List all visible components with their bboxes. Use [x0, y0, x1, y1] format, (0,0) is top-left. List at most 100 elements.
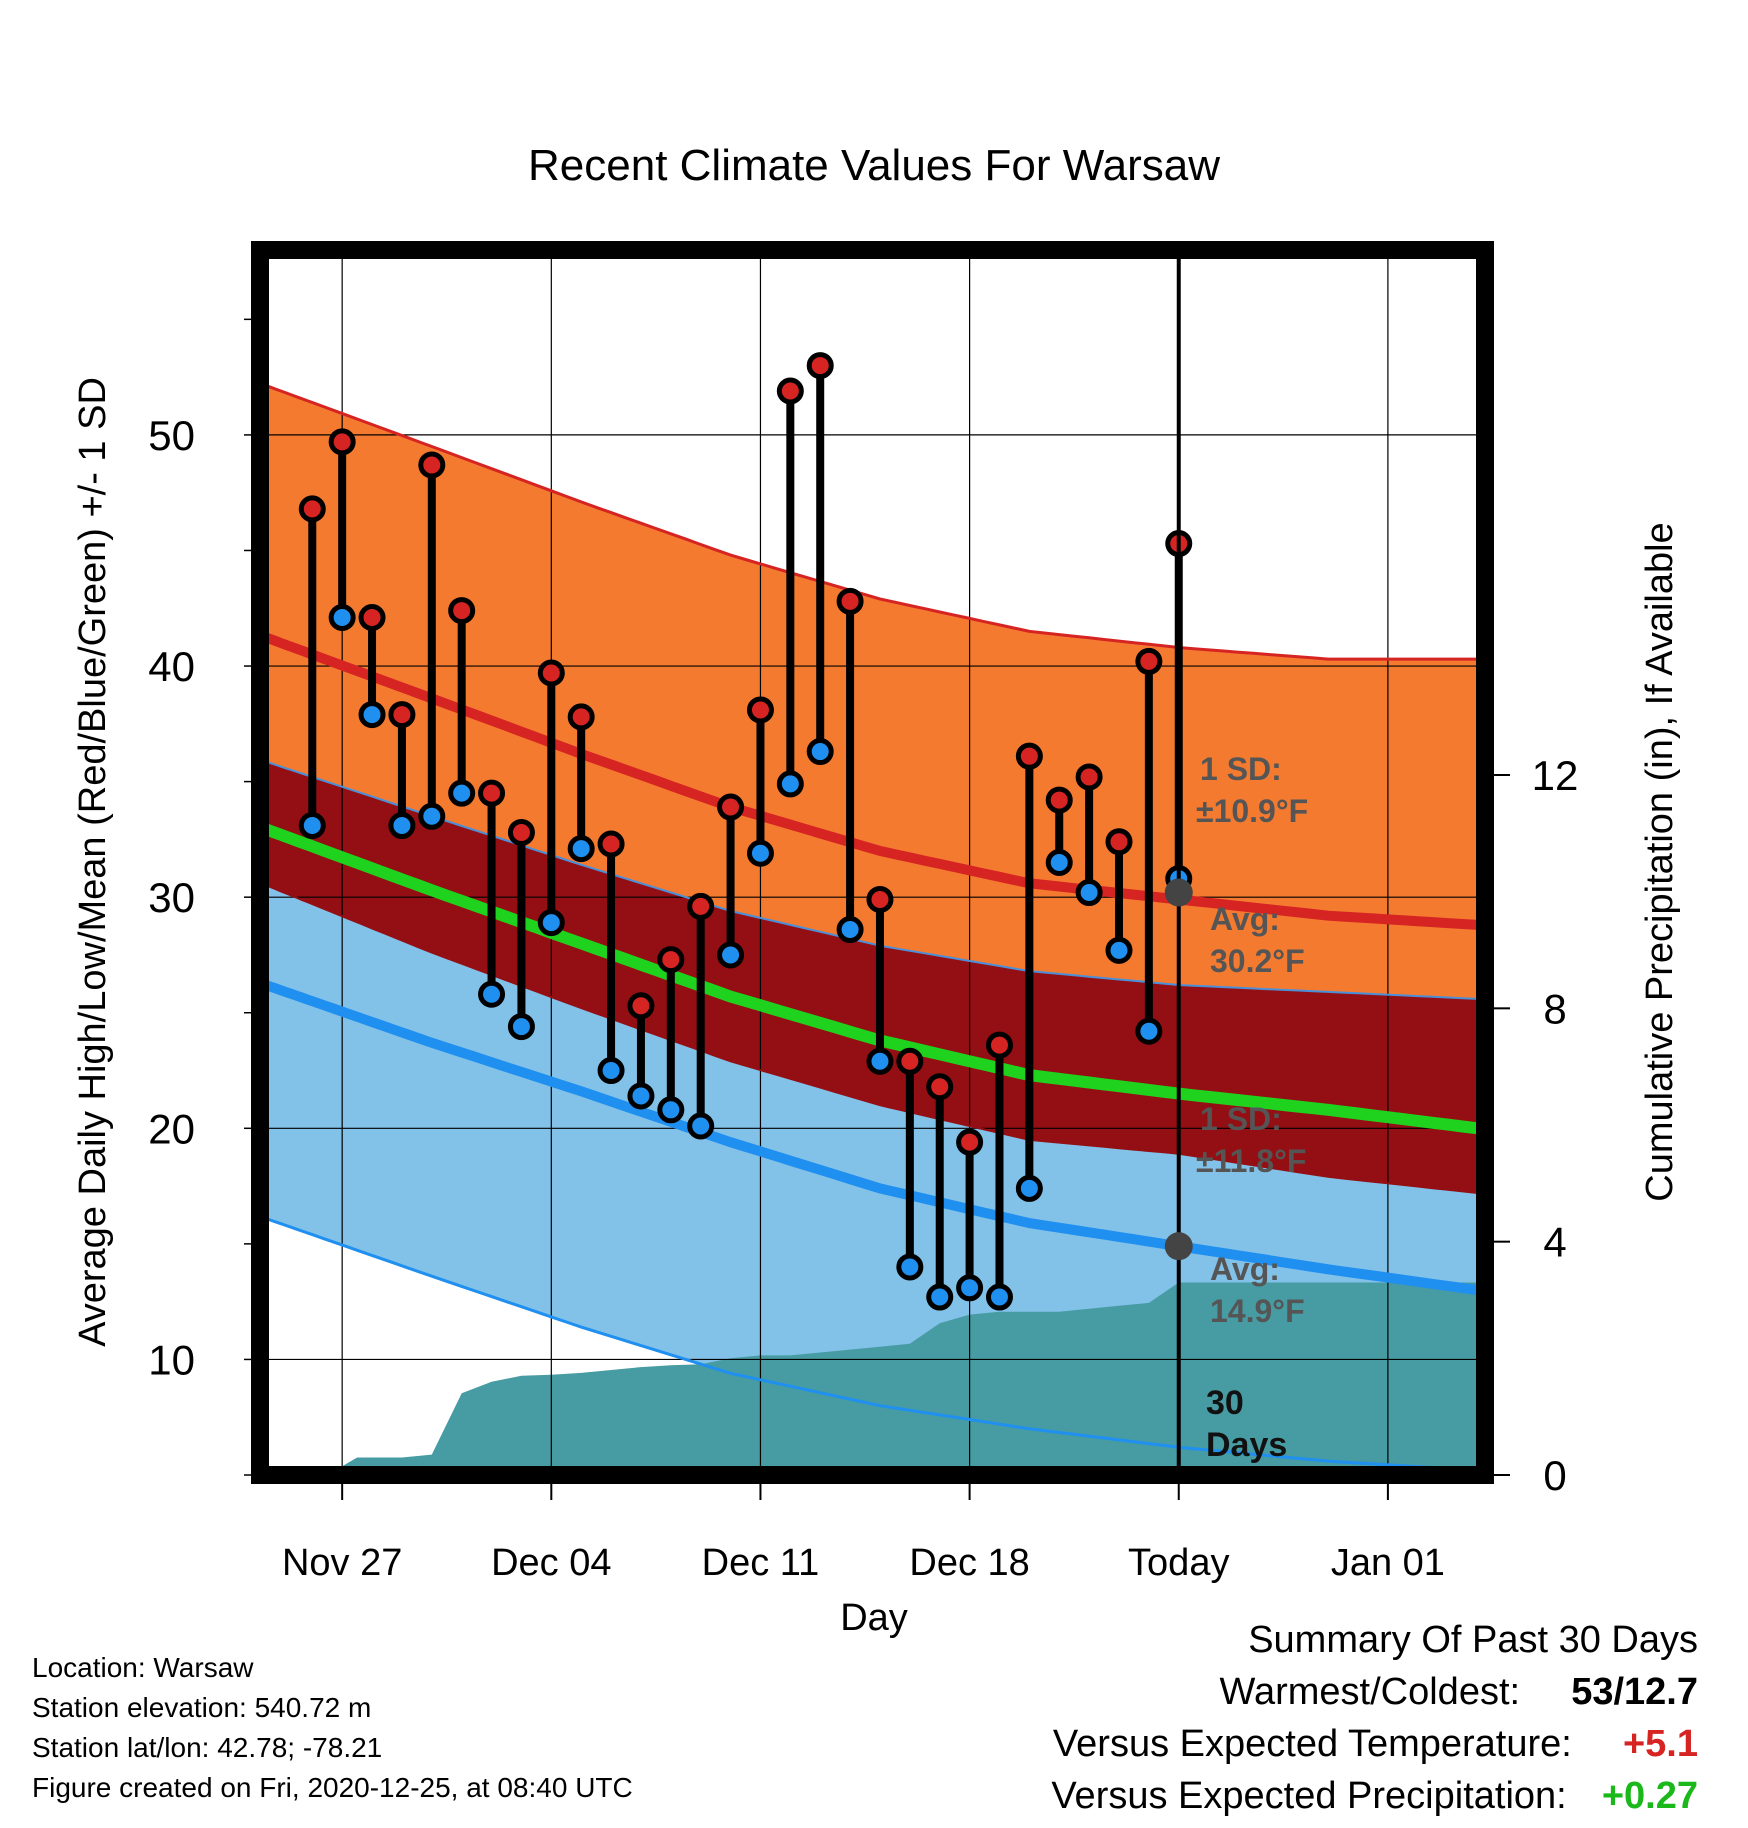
daily-low-dot	[537, 909, 565, 937]
daily-low-dot	[1045, 849, 1073, 876]
y2-axis-label: Cumulative Precipitation (in), If Availa…	[1639, 522, 1681, 1201]
daily-high-dot	[627, 992, 655, 1020]
daily-low-dot	[985, 1283, 1013, 1311]
low-sd-upper-line	[260, 881, 1485, 1195]
y-tick-label: 40	[148, 643, 195, 690]
daily-range-bars	[298, 352, 1193, 1311]
daily-high-dot	[717, 793, 745, 821]
daily-low-dot	[507, 1013, 535, 1041]
plot-area	[260, 250, 1485, 1475]
x-tick-label: Nov 27	[282, 1542, 402, 1584]
daily-low-dot	[1015, 1174, 1043, 1202]
station-info: Location: Warsaw Station elevation: 540.…	[32, 1648, 633, 1808]
daily-low-dot	[926, 1283, 954, 1311]
daily-high-dot	[776, 377, 804, 405]
daily-high-dot	[866, 885, 894, 913]
summary-warmest-value: 53/12.7	[1571, 1671, 1698, 1713]
summary-precip-row: Versus Expected Precipitation: +0.27	[1051, 1770, 1698, 1822]
daily-high-dot	[358, 604, 386, 631]
summary-temp-row: Versus Expected Temperature: +5.1	[1051, 1718, 1698, 1770]
summary-title: Summary Of Past 30 Days	[1248, 1619, 1698, 1661]
daily-high-dot	[1105, 828, 1133, 856]
daily-low-dot	[448, 779, 476, 807]
high-avg-value: 30.2°F	[1210, 943, 1305, 979]
y2-tick-label: 4	[1543, 1219, 1566, 1266]
y2-tick-label: 0	[1543, 1452, 1566, 1499]
daily-high-dot	[806, 352, 834, 380]
daily-high-dot	[985, 1031, 1013, 1059]
daily-low-dot	[717, 941, 745, 969]
summary-temp-label: Versus Expected Temperature:	[1052, 1723, 1572, 1765]
daily-high-dot	[507, 818, 535, 846]
daily-high-dot	[1045, 786, 1073, 814]
daily-high-dot	[1015, 742, 1043, 770]
chart-title: Recent Climate Values For Warsaw	[528, 141, 1220, 190]
daily-high-dot	[388, 701, 416, 729]
summary-temp-value: +5.1	[1622, 1723, 1698, 1765]
created-text: Figure created on Fri, 2020-12-25, at 08…	[32, 1772, 633, 1803]
daily-high-dot	[478, 779, 506, 807]
summary-block: Summary Of Past 30 Days Warmest/Coldest:…	[1051, 1614, 1698, 1822]
x-tick-label: Dec 11	[702, 1542, 820, 1584]
daily-low-dot	[597, 1057, 625, 1085]
daily-low-dot	[776, 770, 804, 798]
high-avg-label: Avg:	[1210, 901, 1280, 937]
daily-low-dot	[896, 1253, 924, 1281]
daily-low-dot	[746, 839, 774, 867]
daily-low-dot	[956, 1274, 984, 1302]
high-sd-label: 1 SD:	[1200, 751, 1282, 787]
high-avg-line	[260, 630, 1485, 931]
daily-low-dot	[806, 738, 834, 766]
x-axis-label: Day	[840, 1597, 908, 1639]
y-axis-label: Average Daily High/Low/Mean (Red/Blue/Gr…	[72, 377, 114, 1347]
daily-high-dot	[567, 703, 595, 731]
latlon-text: Station lat/lon: 42.78; -78.21	[32, 1732, 383, 1763]
daily-low-dot	[866, 1047, 894, 1075]
daily-high-dot	[687, 892, 715, 920]
x-tick-label: Jan 01	[1331, 1542, 1445, 1584]
daily-high-dot	[657, 946, 685, 974]
y2-tick-label: 8	[1543, 985, 1566, 1032]
daily-low-dot	[627, 1082, 655, 1110]
today-high-avg-dot	[1164, 878, 1193, 907]
low-avg-line	[260, 978, 1485, 1297]
x-tick-label: Dec 18	[909, 1542, 1029, 1584]
annotations: 1 SD: ±10.9°F Avg: 30.2°F 1 SD: ±11.8°F …	[1196, 751, 1308, 1464]
y2-axis: 0 4 8 12	[1494, 752, 1578, 1499]
daily-high-dot	[537, 659, 565, 687]
daily-low-dot	[567, 835, 595, 863]
x-tick-label: Dec 04	[491, 1542, 611, 1584]
daily-low-dot	[1105, 936, 1133, 964]
daily-low-dot	[418, 802, 446, 830]
low-avg-label: Avg:	[1210, 1251, 1280, 1287]
today-days-word: Days	[1206, 1426, 1287, 1464]
plot-frame	[251, 241, 1494, 1484]
daily-low-dot	[657, 1096, 685, 1124]
low-sd-lower-line	[260, 1214, 1485, 1473]
daily-high-dot	[746, 696, 774, 724]
summary-precip-label: Versus Expected Precipitation:	[1051, 1775, 1567, 1817]
today-days-count: 30	[1206, 1384, 1244, 1422]
low-sd-label: 1 SD:	[1200, 1101, 1282, 1137]
summary-precip-value: +0.27	[1601, 1775, 1698, 1817]
daily-low-dot	[1075, 879, 1103, 907]
low-sd-value: ±11.8°F	[1196, 1143, 1306, 1179]
daily-high-dot	[956, 1128, 984, 1156]
daily-high-dot	[418, 451, 446, 479]
x-axis: Nov 27 Dec 04 Dec 11 Dec 18 Today Jan 01	[282, 1484, 1445, 1584]
daily-low-dot	[687, 1112, 715, 1140]
y-tick-label: 10	[148, 1336, 195, 1383]
x-tick-label: Today	[1128, 1542, 1229, 1584]
y-tick-label: 50	[148, 412, 195, 459]
daily-high-dot	[1135, 647, 1163, 675]
daily-high-dot	[836, 587, 864, 615]
daily-low-dot	[328, 604, 356, 631]
daily-low-dot	[298, 812, 326, 840]
daily-high-dot	[896, 1047, 924, 1075]
high-sd-value: ±10.9°F	[1196, 793, 1308, 829]
daily-high-dot	[328, 428, 356, 456]
today-low-avg-dot	[1164, 1232, 1193, 1261]
daily-low-dot	[478, 980, 506, 1008]
daily-low-dot	[1135, 1017, 1163, 1045]
daily-low-dot	[358, 701, 386, 729]
